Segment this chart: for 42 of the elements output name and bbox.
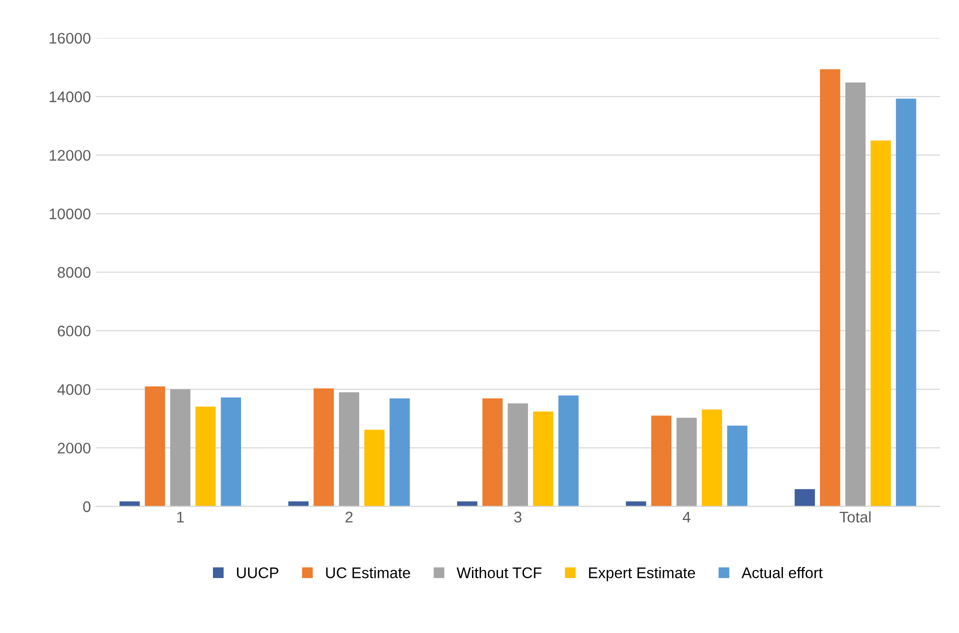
y-tick-label: 8000 — [58, 267, 90, 278]
bar — [338, 392, 360, 506]
bar — [120, 501, 140, 506]
bar — [702, 409, 722, 506]
bar — [170, 389, 190, 506]
bar — [314, 388, 334, 506]
y-tick-label: 4000 — [57, 384, 90, 395]
bar — [727, 426, 748, 506]
bar — [794, 489, 815, 506]
bar — [195, 406, 216, 506]
x-tick-label: Total — [840, 511, 871, 522]
x-tick-label: 3 — [514, 512, 522, 522]
bar — [457, 501, 478, 506]
bar — [144, 386, 166, 506]
y-tick-label: 12000 — [50, 150, 90, 161]
x-tick-label: 2 — [346, 512, 353, 522]
y-tick-label: 6000 — [58, 326, 90, 336]
y-tick-label: 0 — [83, 501, 90, 512]
legend-label: Without TCF — [456, 566, 542, 578]
bar — [558, 395, 579, 506]
y-tick-label: 10000 — [50, 208, 90, 220]
x-tick-label: 4 — [682, 512, 690, 522]
bar — [364, 430, 385, 506]
bar — [482, 398, 503, 506]
x-tick-label: 1 — [177, 512, 184, 522]
y-tick-label: 2000 — [58, 442, 90, 454]
bar — [508, 403, 528, 506]
bar — [651, 416, 672, 506]
bar — [820, 69, 840, 506]
bar — [676, 418, 697, 506]
legend-label: UC Estimate — [326, 566, 410, 578]
bar — [845, 82, 866, 506]
legend-label: UUCP — [237, 567, 278, 578]
bar — [896, 98, 916, 506]
y-tick-label: 16000 — [50, 32, 90, 44]
y-tick-label: 14000 — [50, 91, 90, 102]
bar — [220, 397, 242, 506]
legend-label: Expert Estimate — [589, 566, 696, 582]
bar — [390, 398, 410, 506]
legend-label: Actual effort — [742, 566, 823, 578]
bar — [870, 140, 891, 506]
bar — [533, 412, 554, 506]
